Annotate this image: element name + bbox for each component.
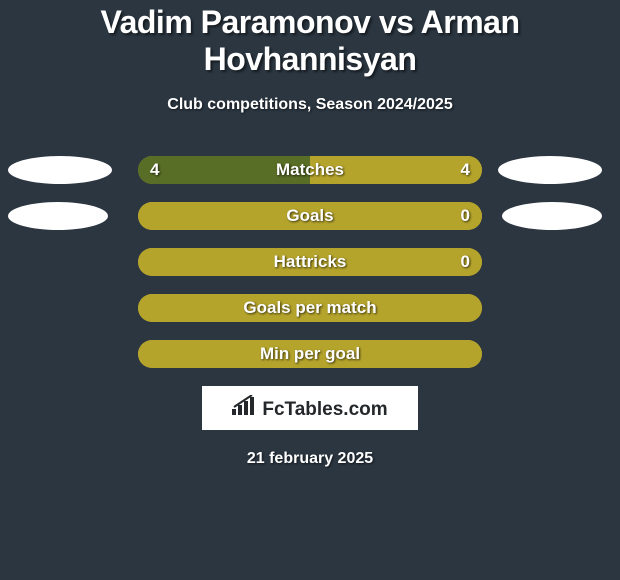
brand-text: FcTables.com [262,399,387,421]
stat-row: Goals per match [0,294,620,322]
stat-label: Goals [138,202,482,230]
stat-right-value: 0 [461,248,470,276]
stat-row: Hattricks0 [0,248,620,276]
stat-row: Min per goal [0,340,620,368]
brand-icon [232,395,258,420]
stat-left-value: 4 [150,156,159,184]
stat-row: Goals0 [0,202,620,230]
stat-bar: Goals per match [138,294,482,322]
left-player-ellipse [8,202,108,230]
stat-bar: Matches4 4 [138,156,482,184]
date-text: 21 february 2025 [0,450,620,468]
stat-label: Matches [138,156,482,184]
stat-label: Min per goal [138,340,482,368]
stat-label: Hattricks [138,248,482,276]
subtitle: Club competitions, Season 2024/2025 [0,96,620,114]
brand-box: FcTables.com [202,386,418,430]
right-player-ellipse [498,156,602,184]
stat-bar: Goals0 [138,202,482,230]
left-player-ellipse [8,156,112,184]
stat-right-value: 0 [461,202,470,230]
right-player-ellipse [502,202,602,230]
stat-bar: Min per goal [138,340,482,368]
stat-right-value: 4 [461,156,470,184]
stat-bar: Hattricks0 [138,248,482,276]
stat-row: Matches4 4 [0,156,620,184]
stat-label: Goals per match [138,294,482,322]
page-title: Vadim Paramonov vs Arman Hovhannisyan [0,4,620,78]
stats-rows: Matches44Goals0Hattricks0Goals per match… [0,156,620,368]
